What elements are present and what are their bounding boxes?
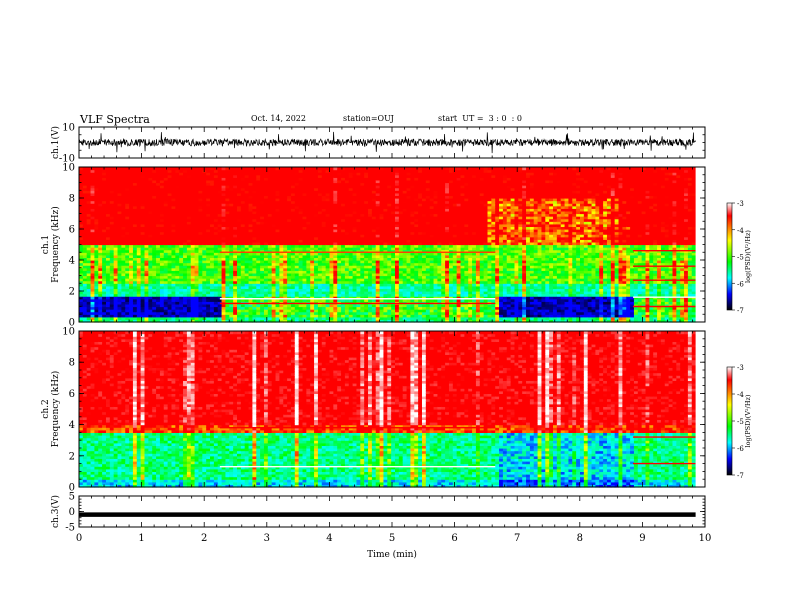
ch2-spectrogram-ytick-label: 4: [69, 420, 75, 431]
colorbar-2: [726, 366, 733, 476]
xtick-label: 1: [138, 533, 144, 544]
ch2-spectrogram-ylabel: ch.2: [41, 399, 51, 418]
ch2-spectrogram-ytick-label: 6: [69, 389, 75, 400]
xtick-label: 7: [514, 533, 520, 544]
xtick-label: 10: [699, 533, 712, 544]
colorbar-label: log(PSD)(V²/Hz): [744, 230, 752, 283]
station-label: station=OUJ: [343, 114, 394, 123]
xtick-label: 2: [201, 533, 207, 544]
ch1-spectrogram-ytick-label: 2: [69, 287, 75, 298]
ch2-spectrogram-ytick-label: 8: [69, 358, 75, 369]
ch1-spectrogram-ytick-label: 10: [62, 163, 75, 174]
ch3-waveform-ylabel: ch.3(V): [50, 495, 61, 528]
xtick-label: 5: [389, 533, 395, 544]
ch3-waveform-ytick-label: 5: [69, 492, 75, 503]
ch3-waveform-ytick-label: -5: [65, 523, 75, 534]
ch2-spectrogram-ytick-label: 0: [69, 483, 75, 494]
colorbar-tick-label: -7: [737, 472, 744, 480]
xtick-label: 6: [451, 533, 457, 544]
xtick-label: 3: [264, 533, 270, 544]
ch1-waveform-ylabel: ch.1(V): [50, 126, 61, 159]
ch1-spectrogram-ytick-label: 4: [69, 256, 75, 267]
ch1-spectrogram-ylabel: Frequency (kHz): [50, 206, 61, 283]
ch1-waveform: [78, 131, 696, 154]
ch1-waveform-ytick-label: -10: [59, 154, 75, 165]
colorbar-1: [726, 202, 733, 311]
colorbars: -3 -4 -5 -6 -7 log(PSD)(V²/Hz) -3 -4 -5 -6 -7 log(P…: [726, 200, 752, 480]
ch2-spectrogram: [79, 331, 705, 488]
colorbar-tick-label: -5: [737, 418, 744, 426]
ch2-spectrogram-ytick-label: 10: [62, 327, 75, 338]
ch3-waveform-ytick-label: 0: [69, 507, 75, 518]
ch1-spectrogram-ytick-label: 8: [69, 194, 75, 205]
x-axis-label: Time (min): [367, 549, 417, 560]
xtick-label: 4: [326, 533, 332, 544]
ch1-spectrogram-ylabel: ch.1: [41, 235, 51, 254]
date-label: Oct. 14, 2022: [251, 114, 306, 123]
ch1-spectrogram-ytick-label: 6: [69, 225, 75, 236]
ch2-spectrogram-ytick-label: 2: [69, 451, 75, 462]
colorbar-tick-label: -5: [737, 254, 744, 262]
ch1-spectrogram-ytick-label: 0: [69, 318, 75, 329]
xtick-label: 0: [76, 533, 82, 544]
colorbar-tick-label: -7: [737, 307, 744, 315]
colorbar-tick-label: -6: [737, 280, 744, 288]
start-time-label: start UT = 3 : 0 : 0: [438, 114, 522, 123]
ch2-spectrogram-ylabel: Frequency (kHz): [50, 371, 61, 448]
xtick-label: 9: [639, 533, 645, 544]
chart-title: VLF Spectra: [80, 113, 150, 126]
colorbar-label: log(PSD)(V²/Hz): [744, 394, 752, 447]
colorbar-tick-label: -3: [737, 364, 744, 372]
ch1-waveform-ytick-label: 10: [62, 123, 75, 134]
xtick-label: 8: [577, 533, 583, 544]
colorbar-tick-label: -6: [737, 445, 744, 453]
colorbar-tick-label: -4: [737, 391, 744, 399]
ch1-spectrogram: [79, 167, 705, 323]
colorbar-tick-label: -3: [737, 200, 744, 208]
colorbar-tick-label: -4: [737, 227, 744, 235]
axes-frames: [78, 126, 706, 528]
